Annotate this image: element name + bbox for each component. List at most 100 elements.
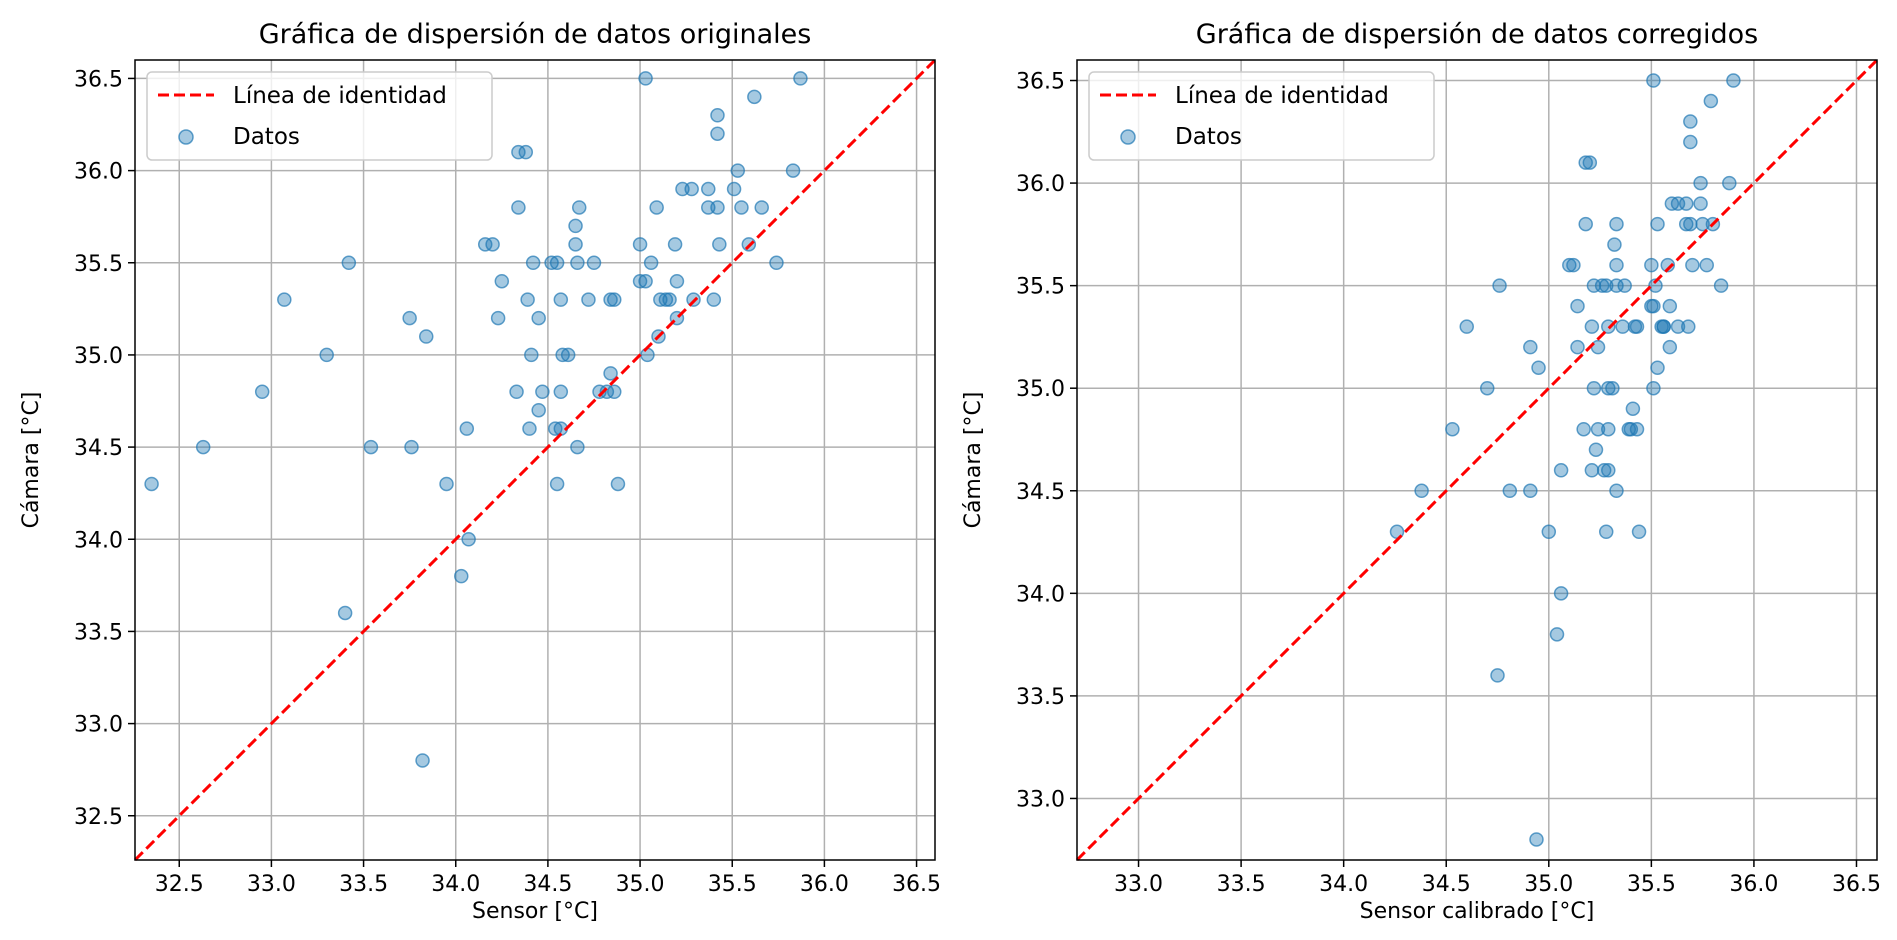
scatter-point [667,237,683,252]
scatter-point [1582,155,1598,170]
scatter-point [638,273,653,289]
scatter-point [531,310,546,326]
y-tick-label: 36.5 [74,67,123,92]
scatter-point [793,71,808,86]
scatter-point [701,181,716,197]
chart-title: Gráfica de dispersión de datos corregido… [1196,19,1758,50]
scatter-point [1607,237,1622,252]
x-axis-label: Sensor calibrado [°C] [1360,899,1595,924]
scatter-point [1722,175,1737,191]
scatter-point [1670,319,1686,334]
scatter-point [581,292,596,307]
scatter-point [726,181,742,197]
scatter-point [1695,216,1710,232]
y-tick-label: 36.5 [1016,70,1065,95]
scatter-point [1699,257,1714,273]
scatter-point [363,439,379,455]
scatter-point [643,255,659,271]
scatter-point [319,347,334,363]
y-tick-label: 36.0 [74,160,123,185]
identity-line [133,58,937,862]
scatter-point [1605,380,1620,396]
scatter-point [1662,339,1678,355]
x-tick-label: 34.0 [431,872,480,897]
scatter-point [1609,216,1624,232]
scatter-point [1414,483,1429,499]
scatter-point [669,273,685,289]
scatter-point [494,273,510,289]
scatter-point [603,292,618,307]
y-tick-label: 34.0 [74,528,123,553]
legend: Línea de identidad Datos [146,71,493,161]
x-tick-label: 36.0 [800,872,849,897]
legend-box [1088,71,1435,161]
scatter-point [1549,627,1565,642]
scatter-point [769,255,784,271]
data-points [1389,73,1741,847]
scatter-point [730,163,746,178]
scatter-point [1617,278,1632,293]
scatter-point [509,384,524,400]
x-tick-label: 33.5 [1217,872,1266,897]
scatter-point [1625,401,1641,416]
scatter-point [1693,196,1708,211]
legend-data-marker [178,129,194,145]
y-tick-label: 34.0 [1016,582,1065,607]
chart-corrected: Gráfica de dispersión de datos corregido… [961,19,1881,924]
scatter-point [1584,319,1600,334]
scatter-point [1541,524,1557,540]
scatter-point [1566,257,1581,273]
scatter-point [1713,278,1729,293]
x-tick-label: 33.5 [339,872,388,897]
scatter-point [553,292,569,307]
grid [1077,60,1877,860]
scatter-point [454,568,469,584]
scatter-point [710,126,725,141]
scatter-point [1570,298,1585,314]
x-tick-label: 36.5 [1832,872,1881,897]
scatter-point [1615,319,1630,334]
scatter-point [1598,524,1614,540]
scatter-point [531,402,546,418]
scatter-point [549,255,565,271]
scatter-point [603,366,618,381]
scatter-point [1590,339,1606,355]
scatter-point [511,200,526,215]
plot-frame [1076,59,1878,861]
scatter-point [548,421,563,436]
scatter-point [1678,216,1694,232]
chart-title: Gráfica de dispersión de datos originale… [259,19,812,50]
y-tick-label: 33.5 [1016,685,1065,710]
scatter-point [1660,257,1676,273]
scatter-point [607,292,622,307]
axis-ticks: 33.0 33.5 34.0 34.5 35.0 35.5 36.0 36.5 33.0 33.5… [1016,70,1881,897]
scatter-point [1683,216,1698,232]
scatter-point [1662,298,1678,314]
scatter-point [570,255,585,271]
scatter-point [632,237,648,252]
scatter-point [710,108,725,123]
chart-original: Gráfica de dispersión de datos originale… [19,19,941,924]
scatter-point [1646,298,1661,314]
scatter-point [490,310,506,326]
scatter-point [415,753,430,768]
scatter-point [570,439,585,455]
scatter-point [1726,73,1741,88]
scatter-point [610,476,626,492]
scatter-point [1678,196,1694,211]
scatter-point [1683,114,1698,129]
x-tick-label: 33.0 [1114,872,1163,897]
scatter-point [1594,278,1610,293]
scatter-point [1562,257,1577,273]
scatter-point [1576,421,1591,437]
x-tick-label: 32.5 [155,872,204,897]
scatter-point [1598,278,1614,293]
scatter-point [1648,278,1663,293]
scatter-point [1609,483,1624,499]
scatter-point [1601,421,1616,437]
scatter-point [710,200,725,215]
scatter-point [337,605,353,621]
legend-data-label: Datos [233,124,300,150]
scatter-point [560,347,576,363]
scatter-point [1529,832,1544,847]
